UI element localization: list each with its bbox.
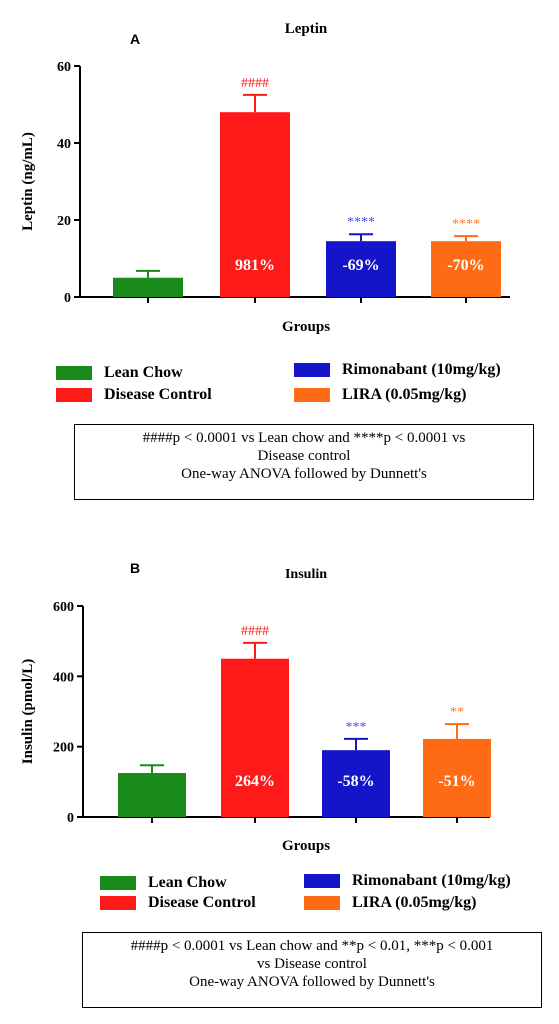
significance-marker: ####	[241, 624, 269, 639]
legend-label: LIRA (0.05mg/kg)	[342, 386, 467, 403]
legend-swatch	[100, 896, 136, 910]
leptin-legend: Lean Chow Disease Control Rimonabant (10…	[0, 0, 559, 420]
significance-marker: ####	[241, 76, 269, 91]
note-line: One-way ANOVA followed by Dunnett's	[189, 974, 435, 990]
bar	[423, 738, 491, 817]
insulin-note-box: ####p < 0.0001 vs Lean chow and **p < 0.…	[82, 932, 542, 1008]
legend-item-rimonabant: Rimonabant (10mg/kg)	[294, 361, 501, 379]
bar	[221, 658, 289, 817]
bar-value-label: -70%	[447, 257, 484, 274]
significance-marker: **	[450, 705, 464, 720]
significance-marker: ****	[347, 215, 375, 230]
legend-label: Disease Control	[104, 386, 212, 403]
note-line: ####p < 0.0001 vs Lean chow and **p < 0.…	[130, 938, 494, 954]
legend-label: LIRA (0.05mg/kg)	[352, 894, 477, 911]
x-axis-label: Groups	[282, 319, 330, 335]
bar-value-label: -69%	[342, 257, 379, 274]
y-tick-label: 600	[53, 600, 74, 615]
bar-value-label: 981%	[235, 257, 275, 274]
y-tick-label: 60	[57, 60, 71, 75]
legend-label: Rimonabant (10mg/kg)	[352, 872, 511, 889]
significance-marker: ***	[346, 720, 367, 735]
bar	[431, 241, 501, 297]
leptin-note-box: ####p < 0.0001 vs Lean chow and ****p < …	[74, 424, 534, 500]
y-tick-label: 0	[64, 291, 71, 306]
legend-swatch	[56, 388, 92, 402]
y-tick-label: 0	[67, 811, 74, 826]
y-tick-label: 40	[57, 137, 71, 152]
legend-item-disease-control: Disease Control	[100, 894, 256, 912]
legend-label: Lean Chow	[104, 364, 183, 381]
bar	[113, 277, 183, 297]
bar	[118, 773, 186, 817]
legend-swatch	[304, 896, 340, 910]
legend-swatch	[294, 388, 330, 402]
bar	[220, 112, 290, 297]
insulin-legend: Lean Chow Disease Control Rimonabant (10…	[0, 510, 559, 930]
note-line: One-way ANOVA followed by Dunnett's	[181, 466, 427, 482]
legend-item-lira: LIRA (0.05mg/kg)	[294, 386, 466, 404]
significance-marker: ****	[452, 217, 480, 232]
note-line: vs Disease control	[257, 956, 367, 972]
legend-item-lira: LIRA (0.05mg/kg)	[304, 894, 476, 912]
legend-swatch	[294, 363, 330, 377]
x-axis-label: Groups	[282, 838, 330, 854]
chart-title: Leptin	[285, 21, 328, 37]
legend-label: Rimonabant (10mg/kg)	[342, 361, 501, 378]
legend-item-rimonabant: Rimonabant (10mg/kg)	[304, 872, 511, 890]
panel-label: B	[130, 560, 140, 576]
legend-swatch	[304, 874, 340, 888]
bar-value-label: 264%	[235, 773, 275, 790]
bar-value-label: -51%	[438, 773, 475, 790]
leptin-chart: A Leptin 0 20 40 60 Leptin (ng/mL) 981% #### -69%…	[20, 21, 510, 335]
y-tick-label: 20	[57, 214, 71, 229]
leptin-panel: A Leptin 0 20 40 60 Leptin (ng/mL) 981% #### -69%…	[0, 0, 559, 510]
bar-value-label: -58%	[337, 773, 374, 790]
legend-label: Disease Control	[148, 894, 256, 911]
note-line: ####p < 0.0001 vs Lean chow and ****p < …	[142, 430, 466, 446]
bar	[322, 750, 390, 817]
legend-swatch	[100, 876, 136, 890]
legend-item-lean-chow: Lean Chow	[56, 364, 183, 382]
y-tick-label: 200	[53, 741, 74, 756]
legend-item-disease-control: Disease Control	[56, 386, 212, 404]
y-tick-label: 400	[53, 670, 74, 685]
y-axis-label: Insulin (pmol/L)	[20, 659, 36, 764]
insulin-panel: B Insulin 0 200 400 600 Insulin (pmol/L) 264% ##…	[0, 510, 559, 1024]
note-line: Disease control	[257, 448, 351, 464]
legend-label: Lean Chow	[148, 874, 227, 891]
legend-swatch	[56, 366, 92, 380]
y-axis-label: Leptin (ng/mL)	[20, 132, 36, 231]
insulin-chart: B Insulin 0 200 400 600 Insulin (pmol/L) 264% ##…	[20, 560, 491, 854]
bar	[326, 241, 396, 297]
panel-label: A	[130, 31, 140, 47]
chart-title: Insulin	[285, 567, 327, 582]
legend-item-lean-chow: Lean Chow	[100, 874, 227, 892]
